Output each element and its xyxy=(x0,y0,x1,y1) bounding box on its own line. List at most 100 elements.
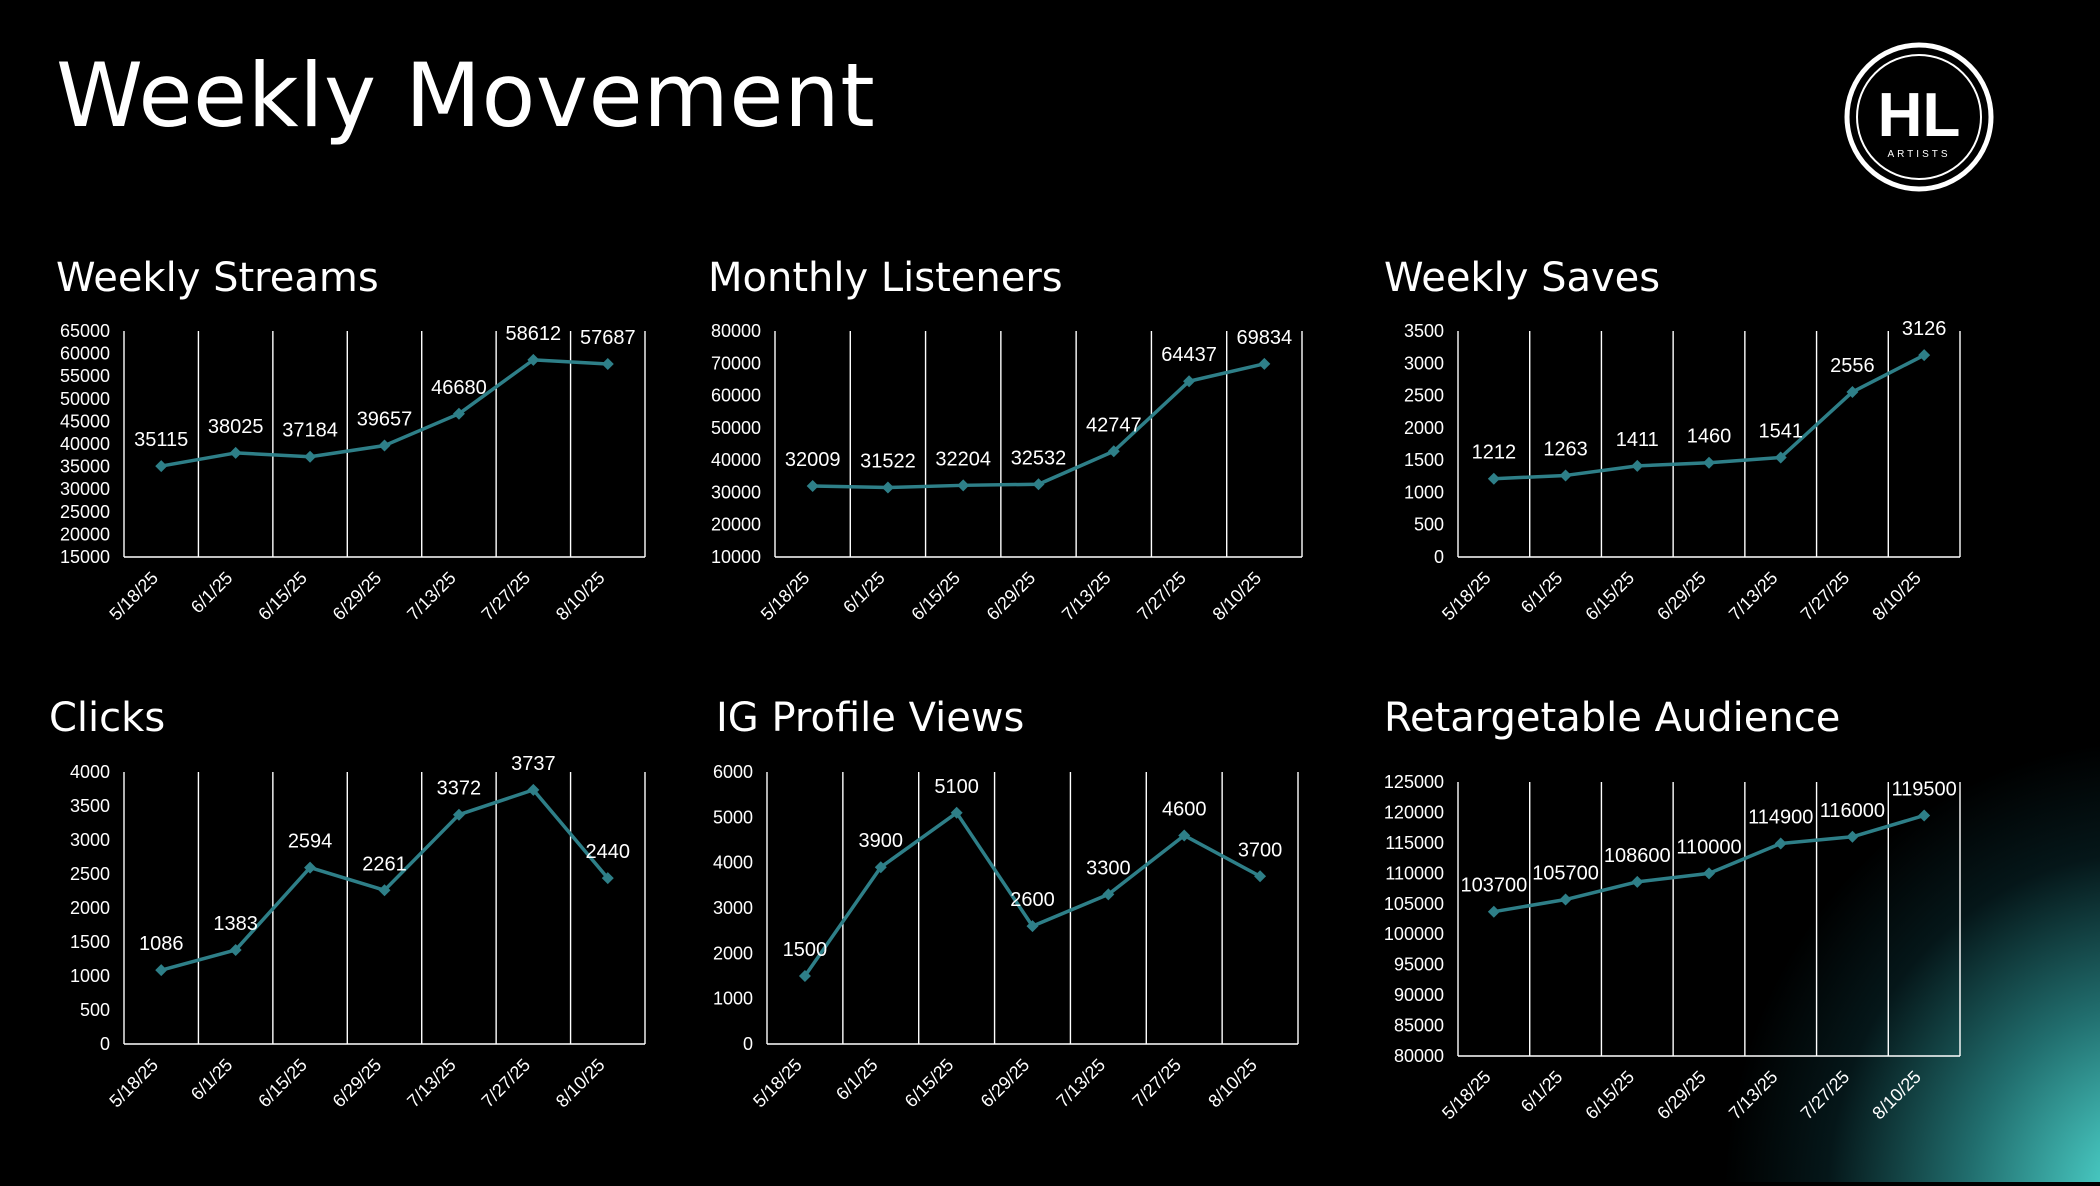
data-point xyxy=(1631,875,1644,888)
data-label: 58612 xyxy=(506,323,562,345)
data-point xyxy=(1107,445,1120,458)
x-tick-label: 6/15/25 xyxy=(1582,568,1639,625)
y-tick-label: 4000 xyxy=(713,853,753,873)
hl-artists-logo: HL ARTISTS xyxy=(1844,42,1994,192)
data-label: 38025 xyxy=(208,416,264,438)
x-tick-label: 6/29/25 xyxy=(329,1055,386,1112)
data-label: 3300 xyxy=(1086,857,1131,879)
x-tick-label: 6/15/25 xyxy=(901,1055,958,1112)
y-tick-label: 30000 xyxy=(60,479,110,499)
data-point xyxy=(957,479,970,492)
chart-title-weekly-streams: Weekly Streams xyxy=(56,255,379,301)
y-tick-label: 0 xyxy=(100,1034,110,1054)
x-tick-label: 5/18/25 xyxy=(757,568,814,625)
y-tick-label: 500 xyxy=(80,1000,110,1020)
x-tick-label: 6/29/25 xyxy=(1653,568,1710,625)
y-tick-label: 70000 xyxy=(711,353,761,373)
data-label: 31522 xyxy=(860,451,916,473)
chart-title-weekly-saves: Weekly Saves xyxy=(1384,255,1661,301)
data-label: 57687 xyxy=(580,327,636,349)
y-tick-label: 90000 xyxy=(1394,985,1444,1005)
data-label: 2440 xyxy=(586,841,631,863)
y-tick-label: 10000 xyxy=(711,547,761,567)
y-tick-label: 40000 xyxy=(60,434,110,454)
x-tick-label: 6/1/25 xyxy=(187,1055,237,1105)
data-point xyxy=(1183,375,1196,388)
x-tick-label: 8/10/25 xyxy=(1204,1055,1261,1112)
x-tick-label: 5/18/25 xyxy=(1438,1067,1495,1124)
y-tick-label: 60000 xyxy=(711,386,761,406)
data-label: 114900 xyxy=(1748,806,1813,828)
x-tick-label: 7/27/25 xyxy=(478,568,535,625)
y-tick-label: 3000 xyxy=(70,830,110,850)
data-label: 1212 xyxy=(1472,442,1517,464)
data-label: 4600 xyxy=(1162,798,1207,820)
data-label: 119500 xyxy=(1892,778,1957,800)
y-tick-label: 500 xyxy=(1414,515,1444,535)
data-label: 64437 xyxy=(1161,344,1217,366)
x-tick-label: 6/15/25 xyxy=(254,568,311,625)
data-label: 108600 xyxy=(1604,845,1671,867)
chart-weekly-saves: 0 500 1000 1500 2000 2500 3000 3500 5/18/25 6/1/2… xyxy=(1404,318,1961,625)
data-label: 3700 xyxy=(1238,839,1283,861)
data-label: 69834 xyxy=(1237,327,1293,349)
data-point xyxy=(874,861,887,874)
x-tick-label: 6/1/25 xyxy=(1517,568,1567,618)
data-label: 110000 xyxy=(1676,836,1741,858)
x-tick-label: 7/13/25 xyxy=(403,1055,460,1112)
y-tick-label: 3500 xyxy=(70,796,110,816)
data-point xyxy=(1026,920,1039,933)
y-tick-label: 100000 xyxy=(1384,924,1444,944)
y-tick-label: 1500 xyxy=(1404,450,1444,470)
data-point xyxy=(1918,809,1931,822)
data-label: 46680 xyxy=(431,377,487,399)
data-point xyxy=(155,964,168,977)
y-tick-label: 30000 xyxy=(711,482,761,502)
y-tick-label: 115000 xyxy=(1385,833,1444,853)
data-point xyxy=(601,872,614,885)
data-point xyxy=(1178,829,1191,842)
data-point xyxy=(1918,349,1931,362)
data-label: 5100 xyxy=(934,776,979,798)
chart-clicks: 0 500 1000 1500 2000 2500 3000 3500 4000 5/18/25 6… xyxy=(70,753,646,1112)
y-tick-label: 120000 xyxy=(1384,802,1444,822)
x-tick-label: 8/10/25 xyxy=(1868,1067,1925,1124)
x-tick-label: 7/13/25 xyxy=(1725,568,1782,625)
data-point xyxy=(1631,459,1644,472)
y-tick-label: 3500 xyxy=(1404,321,1444,341)
y-tick-label: 2500 xyxy=(70,864,110,884)
data-point xyxy=(1703,456,1715,469)
data-label: 116000 xyxy=(1820,800,1885,822)
y-tick-label: 20000 xyxy=(711,515,761,535)
slide-title: Weekly Movement xyxy=(56,44,876,147)
y-tick-label: 95000 xyxy=(1394,955,1444,975)
data-point xyxy=(1254,870,1267,883)
data-label: 32532 xyxy=(1011,447,1067,469)
data-point xyxy=(1846,830,1859,843)
x-tick-label: 7/27/25 xyxy=(1797,568,1854,625)
y-tick-label: 3000 xyxy=(713,898,753,918)
x-tick-label: 6/15/25 xyxy=(907,568,964,625)
x-tick-label: 6/1/25 xyxy=(1517,1067,1567,1117)
data-point xyxy=(155,460,168,473)
x-tick-label: 6/29/25 xyxy=(329,568,386,625)
data-label: 105700 xyxy=(1532,863,1599,885)
data-point xyxy=(304,861,317,874)
data-label: 3737 xyxy=(511,753,556,775)
data-label: 2600 xyxy=(1010,889,1055,911)
x-tick-label: 8/10/25 xyxy=(552,568,609,625)
data-label: 3372 xyxy=(437,778,482,800)
data-point xyxy=(452,407,465,420)
x-tick-label: 7/13/25 xyxy=(1053,1055,1110,1112)
data-label: 32009 xyxy=(785,449,841,471)
data-point xyxy=(1102,888,1115,901)
y-tick-label: 50000 xyxy=(60,389,110,409)
x-tick-label: 5/18/25 xyxy=(105,1055,162,1112)
data-point xyxy=(378,439,391,452)
y-tick-label: 0 xyxy=(1434,547,1444,567)
y-tick-label: 2000 xyxy=(70,898,110,918)
x-tick-label: 7/13/25 xyxy=(1725,1067,1782,1124)
x-tick-label: 6/15/25 xyxy=(1582,1067,1639,1124)
y-tick-label: 65000 xyxy=(60,321,110,341)
